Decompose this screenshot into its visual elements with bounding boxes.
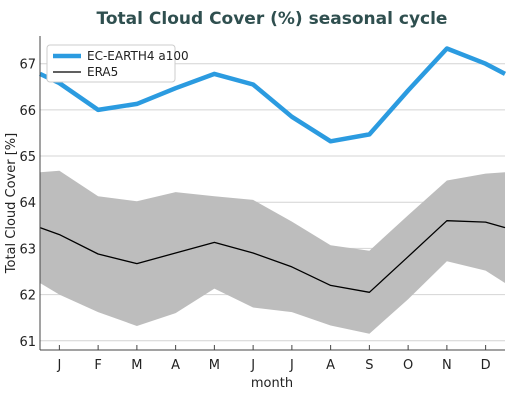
legend: EC-EARTH4 a100 ERA5 <box>46 44 189 83</box>
legend-label: EC-EARTH4 a100 <box>87 49 189 63</box>
x-tick-label: J <box>250 358 255 373</box>
y-tick-label: 62 <box>19 289 36 304</box>
y-tick-label: 66 <box>19 104 36 119</box>
legend-label: ERA5 <box>87 65 118 79</box>
x-tick-label: F <box>94 358 101 373</box>
series-layer <box>39 46 507 293</box>
x-tick-label: M <box>209 358 220 373</box>
x-axis-label: month <box>251 376 293 391</box>
chart-title: Total Cloud Cover (%) seasonal cycle <box>97 9 448 29</box>
x-tick-label: N <box>442 358 452 373</box>
x-tick-label: S <box>365 358 373 373</box>
x-tick-label: J <box>289 358 294 373</box>
uncertainty-band-layer <box>40 170 505 334</box>
y-tick-label: 64 <box>19 196 36 211</box>
x-tick-label: A <box>326 358 335 373</box>
x-tick-label: O <box>403 358 413 373</box>
axes: 61 62 63 64 65 66 67 J F M A M J J A S O N D <box>19 36 505 373</box>
x-tick-label: M <box>131 358 142 373</box>
y-tick-label: 65 <box>19 150 36 165</box>
x-tick-label: D <box>481 358 491 373</box>
x-tick-label: A <box>171 358 180 373</box>
x-tick-label: J <box>56 358 61 373</box>
era5-uncertainty-band <box>40 170 505 334</box>
y-tick-label: 67 <box>19 58 36 73</box>
y-axis-label: Total Cloud Cover [%] <box>4 133 19 274</box>
y-tick-label: 61 <box>19 335 36 350</box>
series-line-era5 <box>39 220 506 293</box>
series-line-ec-earth4-a100 <box>39 46 507 144</box>
y-tick-label: 63 <box>19 242 36 257</box>
